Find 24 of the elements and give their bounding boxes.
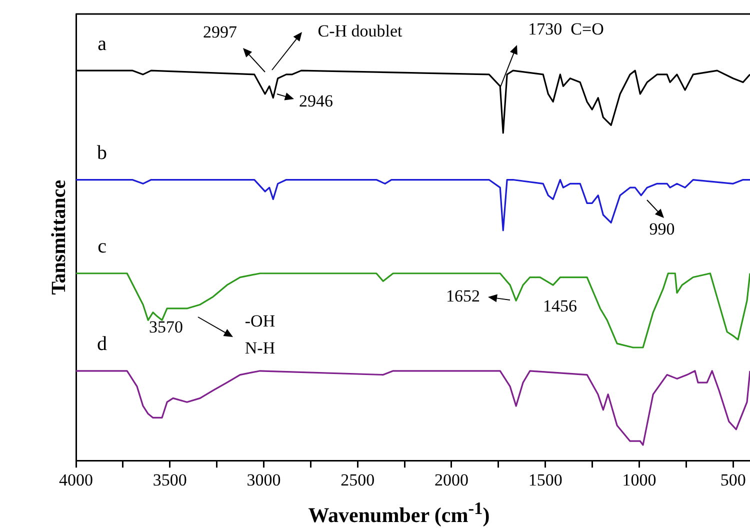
annotation: 1456 [543, 296, 577, 316]
x-tick-label: 2500 [340, 470, 375, 490]
x-tick-label: 1500 [528, 470, 562, 490]
x-tick-label: 1000 [622, 470, 656, 490]
annotation: 1652 [446, 286, 480, 306]
text: 1730 C=O [528, 19, 604, 38]
x-axis-title: Wavenumber (cm$^{-1}$) [307, 497, 491, 529]
text: C-H doublet [318, 21, 403, 40]
x-tick-label: 3500 [152, 470, 187, 490]
series-label: d [97, 333, 107, 356]
annotation: 3570 [149, 317, 183, 336]
series-label: b [97, 142, 107, 164]
annotation: 2946 [299, 91, 333, 110]
annotation: -OH [244, 311, 276, 330]
annotation: N-H [244, 338, 276, 358]
x-tick-label: 500 [720, 470, 746, 490]
x-tick-label: 3000 [246, 470, 281, 490]
y-axis-title: Tansmittance [48, 180, 70, 295]
x-tick-label: 4000 [59, 470, 93, 490]
text: 2997 [203, 22, 238, 42]
annotation: 990 [649, 219, 675, 238]
x-tick-label: 2000 [434, 470, 468, 490]
series-label: c [98, 236, 107, 258]
series-label: a [98, 32, 107, 55]
